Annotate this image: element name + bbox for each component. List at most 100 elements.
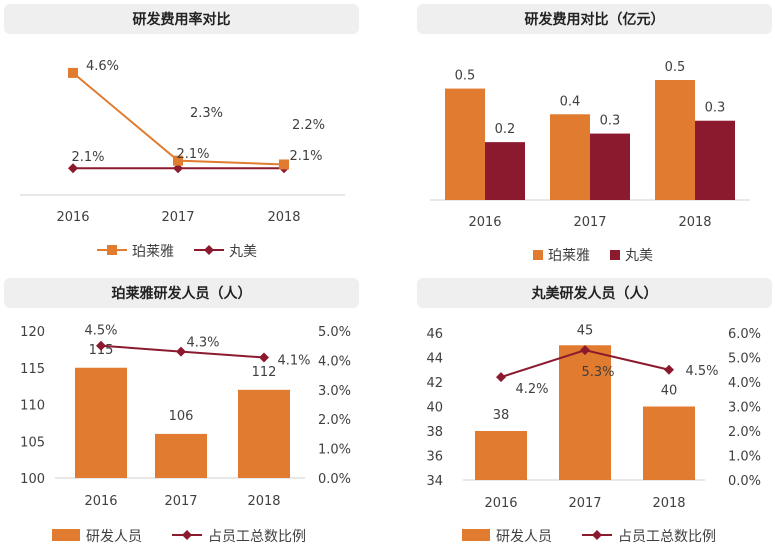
bar-rd-staff — [238, 389, 290, 478]
y-left-tick-label: 115 — [20, 362, 45, 377]
y-right-tick-label: 0.0% — [728, 474, 761, 489]
bar-proya — [445, 88, 485, 200]
marubi-staff-combo-chart: 46 44 42 40 38 36 34 6.0% 5.0% 4.0% 3.0% 2.0% 1.0% 0.… — [426, 323, 761, 545]
y-right-tick-label: 2.0% — [318, 413, 351, 428]
data-label-marubi: 2.1% — [71, 150, 104, 165]
legend-marker-marubi — [610, 250, 620, 260]
data-label-marubi: 0.2 — [495, 122, 516, 137]
panel-marubi-rd-staff: 丸美研发人员（人） 46 44 42 40 38 36 34 6.0% 5.0% 4.0% 3.0%… — [405, 274, 775, 549]
data-label-proya: 2.3% — [190, 106, 223, 121]
legend-label-marubi: 丸美 — [625, 248, 653, 264]
bar-proya — [550, 114, 590, 200]
y-right-tick-label: 1.0% — [728, 450, 761, 465]
data-point-ratio — [580, 345, 590, 356]
y-right-tick-label: 3.0% — [728, 401, 761, 416]
x-tick-label: 2017 — [164, 494, 197, 509]
bar-rd-staff — [559, 345, 611, 480]
data-label-rd-staff: 112 — [252, 365, 277, 380]
legend-label-ratio: 占员工总数比例 — [208, 529, 306, 545]
bar-marubi — [590, 133, 630, 200]
y-left-tick-label: 105 — [20, 435, 45, 450]
data-label-ratio: 4.5% — [685, 364, 718, 379]
y-left-tick-label: 40 — [426, 401, 443, 416]
y-right-tick-label: 5.0% — [318, 325, 351, 340]
data-label-proya: 2.2% — [292, 118, 325, 133]
panel-proya-rd-staff: 珀莱雅研发人员（人） 120 115 110 105 100 5.0% 4.0% 3.0% 2.… — [0, 274, 370, 549]
bar-rd-staff — [75, 367, 127, 478]
x-tick-label: 2017 — [161, 210, 194, 225]
data-label-proya: 4.6% — [86, 59, 119, 74]
data-label-proya: 0.5 — [455, 69, 476, 84]
chart-title: 研发费用率对比 — [4, 4, 359, 34]
rd-ratio-line-chart: 2016 2017 2018 4.6% 2.3% 2.2% 2.1% 2.1% 2.1% 珀莱雅 丸… — [20, 59, 345, 260]
bar-rd-staff — [643, 406, 695, 480]
data-label-rd-staff: 45 — [577, 323, 594, 338]
y-left-tick-label: 42 — [426, 376, 443, 391]
x-tick-label: 2016 — [56, 210, 89, 225]
y-left-tick-label: 46 — [426, 327, 443, 342]
bar-rd-staff — [155, 433, 207, 478]
bar-marubi — [695, 120, 735, 200]
data-label-ratio: 4.2% — [515, 382, 548, 397]
x-tick-label: 2016 — [484, 496, 517, 511]
y-left-tick-label: 44 — [426, 352, 443, 367]
y-right-tick-label: 1.0% — [318, 443, 351, 458]
data-label-marubi: 0.3 — [705, 101, 726, 116]
bar-rd-staff — [475, 431, 527, 480]
data-label-marubi: 2.1% — [289, 149, 322, 164]
data-label-rd-staff: 40 — [661, 384, 678, 399]
y-left-tick-label: 38 — [426, 425, 443, 440]
panel-rd-expense: 研发费用对比（亿元） 0.5 0.2 2016 0.4 0.3 2017 0.5 0.3 201… — [405, 0, 775, 270]
y-left-tick-label: 110 — [20, 399, 45, 414]
legend-marker-rd-staff — [462, 529, 490, 541]
y-left-tick-label: 100 — [20, 472, 45, 487]
data-label-ratio: 5.3% — [581, 365, 614, 380]
legend-label-rd-staff: 研发人员 — [496, 529, 552, 545]
y-right-tick-label: 5.0% — [728, 352, 761, 367]
x-tick-label: 2016 — [84, 494, 117, 509]
legend-label-proya: 珀莱雅 — [132, 244, 174, 260]
x-tick-label: 2018 — [652, 496, 685, 511]
x-tick-label: 2017 — [568, 496, 601, 511]
legend-marker-ratio — [592, 530, 602, 540]
data-label-ratio: 4.3% — [186, 336, 219, 351]
y-right-tick-label: 2.0% — [728, 425, 761, 440]
x-tick-label: 2018 — [678, 215, 711, 230]
data-label-marubi: 0.3 — [600, 114, 621, 129]
data-point-marubi — [173, 163, 183, 174]
x-tick-label: 2018 — [267, 210, 300, 225]
legend-marker-ratio — [182, 530, 192, 540]
legend-label-rd-staff: 研发人员 — [86, 529, 142, 545]
data-point-ratio — [496, 372, 506, 383]
data-point-ratio — [664, 364, 674, 375]
chart-title: 珀莱雅研发人员（人） — [4, 278, 359, 308]
data-point-marubi — [68, 163, 78, 174]
x-tick-label: 2017 — [573, 215, 606, 230]
data-label-ratio: 4.5% — [84, 324, 117, 339]
data-point-ratio — [176, 346, 186, 357]
data-label-proya: 0.4 — [560, 94, 581, 109]
data-point-ratio — [96, 340, 106, 351]
legend-marker-rd-staff — [52, 529, 80, 541]
data-label-ratio: 4.1% — [277, 353, 310, 368]
data-label-rd-staff: 106 — [169, 409, 194, 424]
y-right-tick-label: 3.0% — [318, 384, 351, 399]
legend-label-ratio: 占员工总数比例 — [618, 529, 716, 545]
data-point-proya — [279, 159, 289, 170]
data-label-proya: 0.5 — [665, 60, 686, 75]
rd-expense-bar-chart: 0.5 0.2 2016 0.4 0.3 2017 0.5 0.3 2018 珀莱雅 丸美 — [430, 60, 750, 264]
y-left-tick-label: 34 — [426, 474, 443, 489]
x-tick-label: 2016 — [468, 215, 501, 230]
y-right-tick-label: 6.0% — [728, 327, 761, 342]
x-tick-label: 2018 — [247, 494, 280, 509]
data-point-ratio — [259, 352, 269, 363]
y-left-tick-label: 36 — [426, 450, 443, 465]
y-right-tick-label: 4.0% — [318, 354, 351, 369]
y-right-tick-label: 0.0% — [318, 472, 351, 487]
data-point-proya — [173, 155, 183, 166]
legend-label-marubi: 丸美 — [229, 244, 257, 260]
y-right-tick-label: 4.0% — [728, 376, 761, 391]
y-left-tick-label: 120 — [20, 325, 45, 340]
chart-title: 研发费用对比（亿元） — [417, 4, 772, 34]
bar-marubi — [485, 142, 525, 200]
